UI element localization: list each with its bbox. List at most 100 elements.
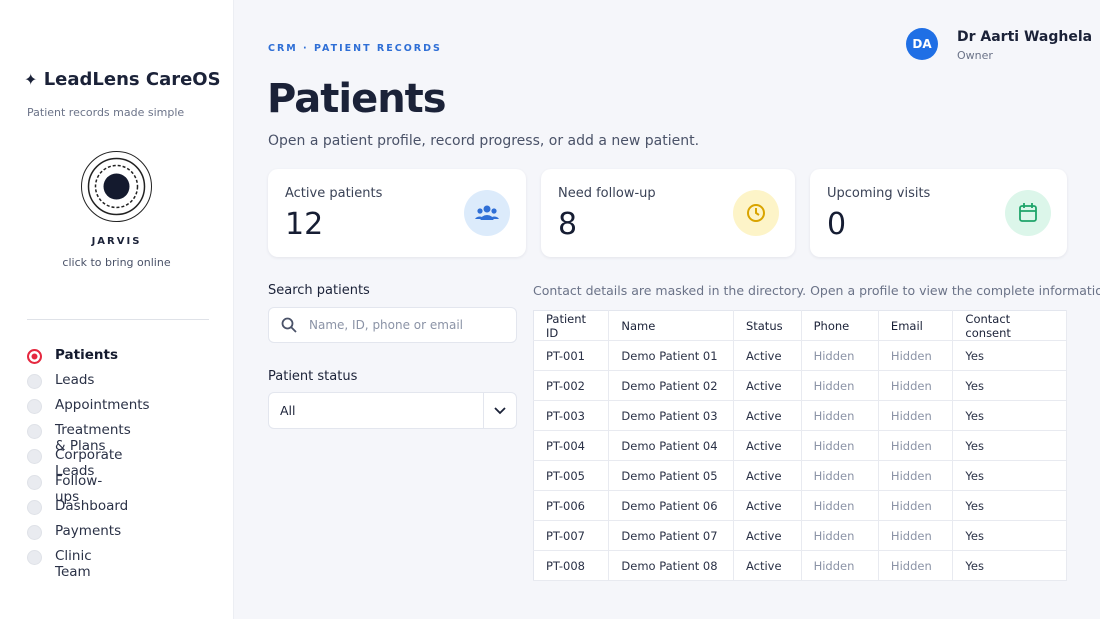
stat-icon — [1005, 190, 1051, 236]
table-row[interactable]: PT-008 Demo Patient 08 Active Hidden Hidden Y… — [533, 550, 1067, 581]
table-cell: Hidden — [878, 370, 954, 401]
assistant-name: JARVIS — [91, 236, 142, 247]
table-cell: Demo Patient 07 — [608, 520, 734, 551]
column-header: Phone — [801, 310, 879, 341]
table-cell: Demo Patient 08 — [608, 550, 734, 581]
table-cell: Active — [733, 490, 802, 521]
avatar[interactable]: DA — [906, 28, 938, 60]
user-name: Dr Aarti Waghela — [957, 29, 1093, 45]
status-value: All — [280, 403, 296, 418]
column-header: Name — [608, 310, 734, 341]
brand-name: LeadLens CareOS — [43, 69, 221, 90]
table-cell: Hidden — [801, 340, 879, 371]
search-placeholder: Name, ID, phone or email — [309, 318, 463, 332]
table-cell: Demo Patient 06 — [608, 490, 734, 521]
nav-radio — [27, 374, 42, 390]
nav-label: Leads — [55, 372, 95, 389]
stat-icon — [464, 190, 510, 236]
table-row[interactable]: PT-005 Demo Patient 05 Active Hidden Hidden Y… — [533, 460, 1067, 491]
table-cell: Active — [733, 430, 802, 461]
nav-radio — [27, 424, 42, 440]
table-note: Contact details are masked in the direct… — [533, 283, 1100, 298]
nav-radio — [27, 349, 42, 364]
table-cell: Yes — [952, 460, 1067, 491]
stat-value: 12 — [285, 207, 324, 242]
column-header: Contact consent — [952, 310, 1067, 341]
brand-icon: ✦ — [24, 70, 38, 89]
table-cell: Active — [733, 400, 802, 431]
table-cell: PT-007 — [533, 520, 610, 551]
table-row[interactable]: PT-003 Demo Patient 03 Active Hidden Hidden Y… — [533, 400, 1067, 431]
table-cell: Active — [733, 460, 802, 491]
nav-label: Appointments — [55, 397, 150, 414]
table-cell: PT-008 — [533, 550, 610, 581]
table-cell: Hidden — [878, 520, 954, 551]
assistant-orb[interactable] — [80, 150, 153, 223]
table-cell: Hidden — [801, 460, 879, 491]
user-role: Owner — [957, 49, 993, 62]
stat-icon — [733, 190, 779, 236]
status-select[interactable]: All — [268, 392, 517, 429]
table-cell: PT-005 — [533, 460, 610, 491]
table-cell: PT-006 — [533, 490, 610, 521]
table-cell: Hidden — [801, 490, 879, 521]
search-label: Search patients — [268, 283, 370, 298]
column-header: Patient ID — [533, 310, 610, 341]
table-cell: PT-001 — [533, 340, 610, 371]
table-cell: Active — [733, 370, 802, 401]
stat-label: Upcoming visits — [827, 186, 931, 201]
table-cell: Hidden — [878, 550, 954, 581]
nav-label: Follow-ups — [55, 472, 103, 505]
sidebar: ✦ LeadLens CareOS Patient records made s… — [0, 0, 234, 619]
nav-label: Treatments & Plans — [55, 422, 131, 455]
table-cell: Yes — [952, 400, 1067, 431]
nav-radio — [27, 549, 42, 565]
table-cell: Hidden — [878, 430, 954, 461]
dropdown-button[interactable] — [483, 393, 516, 428]
nav-label: Corporate Leads — [55, 447, 123, 480]
table-cell: Active — [733, 550, 802, 581]
stat-card: Upcoming visits 0 — [810, 169, 1067, 257]
table-row[interactable]: PT-006 Demo Patient 06 Active Hidden Hidden Y… — [533, 490, 1067, 521]
table-cell: Hidden — [801, 550, 879, 581]
table-cell: Active — [733, 520, 802, 551]
chevron — [494, 407, 506, 415]
table-cell: Yes — [952, 370, 1067, 401]
tagline: Patient records made simple — [27, 106, 185, 119]
status-label: Patient status — [268, 369, 358, 384]
assistant-hint[interactable]: click to bring online — [62, 256, 171, 269]
table-cell: Demo Patient 04 — [608, 430, 734, 461]
nav-radio — [27, 499, 42, 515]
table-cell: Hidden — [878, 340, 954, 371]
table-row[interactable]: PT-001 Demo Patient 01 Active Hidden Hidden Y… — [533, 340, 1067, 371]
nav-label: Patients — [55, 347, 118, 363]
table-cell: PT-003 — [533, 400, 610, 431]
table-cell: Hidden — [801, 400, 879, 431]
stat-label: Need follow-up — [558, 186, 656, 201]
table-cell: Yes — [952, 550, 1067, 581]
nav-radio — [27, 524, 42, 540]
search-input[interactable]: Name, ID, phone or email — [268, 307, 517, 343]
header-row: Patient ID Name Status Phone Email Contact co… — [533, 310, 1067, 341]
stat-value: 8 — [558, 207, 578, 242]
table-row[interactable]: PT-004 Demo Patient 04 Active Hidden Hidden Y… — [533, 430, 1067, 461]
nav-label: Payments — [55, 522, 122, 539]
stat-card: Need follow-up 8 — [541, 169, 795, 257]
table-cell: Demo Patient 02 — [608, 370, 734, 401]
table-cell: PT-002 — [533, 370, 610, 401]
patients-table: Patient ID Name Status Phone Email Contact co… — [533, 310, 1067, 581]
stat-value: 0 — [827, 207, 847, 242]
table-row[interactable]: PT-007 Demo Patient 07 Active Hidden Hidden Y… — [533, 520, 1067, 551]
column-header: Status — [733, 310, 802, 341]
stat-label: Active patients — [285, 186, 383, 201]
table-cell: Demo Patient 01 — [608, 340, 734, 371]
breadcrumb: CRM · PATIENT RECORDS — [268, 43, 442, 54]
table-row[interactable]: PT-002 Demo Patient 02 Active Hidden Hidden Y… — [533, 370, 1067, 401]
nav-radio — [27, 399, 42, 415]
brand: ✦ LeadLens CareOS — [24, 69, 221, 90]
table-cell: Hidden — [878, 490, 954, 521]
table-cell: Hidden — [801, 370, 879, 401]
nav-label: Dashboard — [55, 497, 129, 514]
table-cell: Active — [733, 340, 802, 371]
